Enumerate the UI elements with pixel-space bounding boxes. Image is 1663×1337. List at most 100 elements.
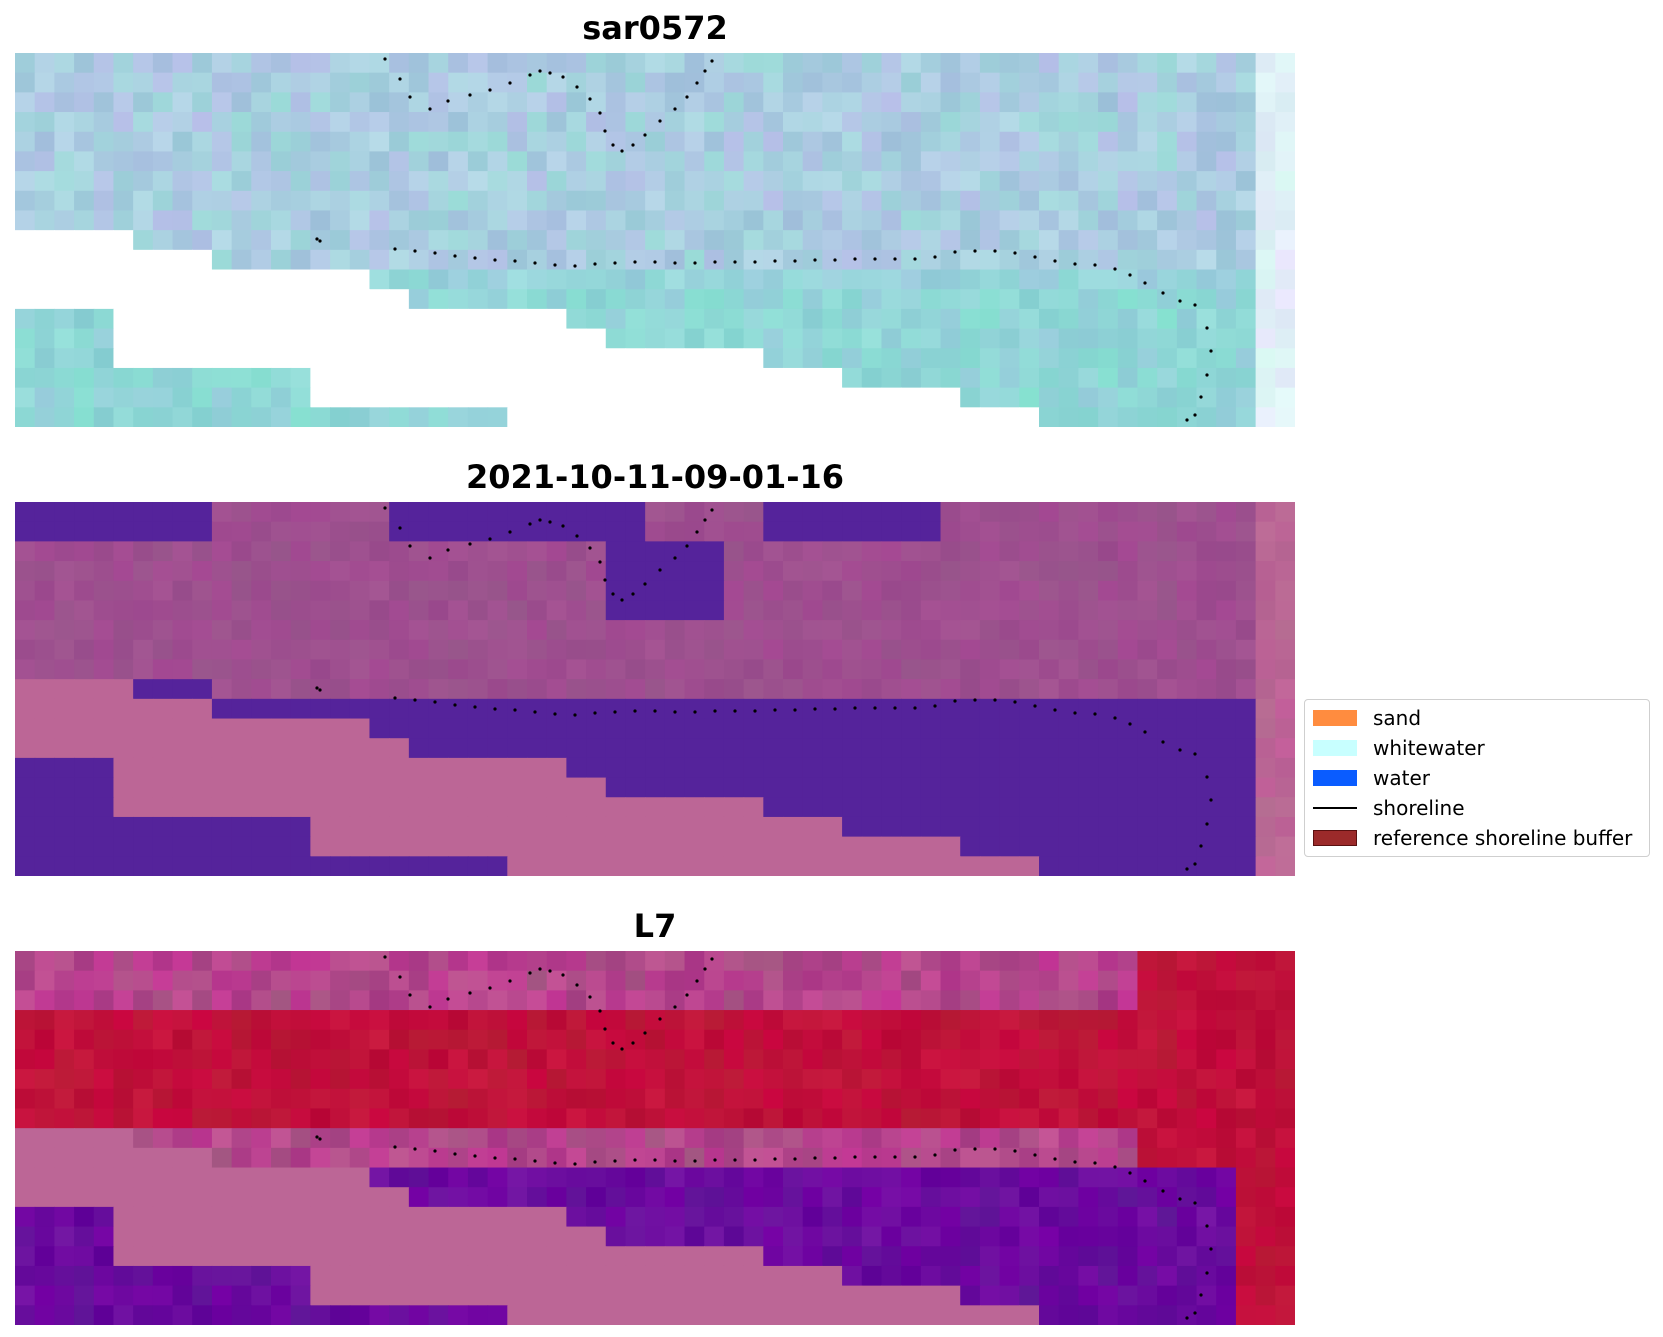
legend-swatch-reference-shoreline-buffer xyxy=(1313,830,1357,846)
shoreline-point xyxy=(703,518,707,522)
shoreline-point xyxy=(1033,255,1037,259)
shoreline-point xyxy=(513,1157,517,1161)
shoreline-point xyxy=(1143,730,1147,734)
shoreline-point xyxy=(710,508,714,512)
shoreline-point xyxy=(620,598,624,602)
shoreline-point xyxy=(873,706,877,710)
shoreline-point xyxy=(593,262,597,266)
shoreline-point xyxy=(468,991,472,995)
shoreline-point xyxy=(893,257,897,261)
shoreline-point xyxy=(993,249,997,253)
shoreline-point xyxy=(408,95,412,99)
shoreline-point xyxy=(713,1158,717,1162)
legend-item-reference-shoreline-buffer: reference shoreline buffer xyxy=(1313,825,1632,851)
l7-image-raster xyxy=(15,951,1295,1325)
shoreline-point xyxy=(620,1047,624,1051)
shoreline-point xyxy=(383,506,387,510)
shoreline-point xyxy=(413,698,417,702)
shoreline-point xyxy=(513,708,517,712)
shoreline-point xyxy=(493,258,497,262)
shoreline-point xyxy=(673,1005,677,1009)
shoreline-point xyxy=(953,699,957,703)
shoreline-point xyxy=(383,57,387,61)
shoreline-point xyxy=(733,709,737,713)
shoreline-point xyxy=(488,986,492,990)
legend-swatch-water xyxy=(1313,770,1357,786)
shoreline-point xyxy=(473,705,477,709)
shoreline-point xyxy=(620,149,624,153)
shoreline-point xyxy=(1205,326,1209,330)
shoreline-point xyxy=(1205,373,1209,377)
legend-item-whitewater: whitewater xyxy=(1313,735,1485,761)
legend-swatch-whitewater xyxy=(1313,740,1357,756)
shoreline-point xyxy=(631,143,635,147)
shoreline-point xyxy=(573,1162,577,1166)
shoreline-point xyxy=(428,107,432,111)
shoreline-point xyxy=(488,537,492,541)
shoreline-point xyxy=(453,254,457,258)
shoreline-point xyxy=(1178,748,1182,752)
shoreline-point xyxy=(318,688,322,692)
shoreline-point xyxy=(685,993,689,997)
shoreline-point xyxy=(598,1009,602,1013)
shoreline-point xyxy=(1193,303,1197,307)
shoreline-point xyxy=(1161,1189,1165,1193)
shoreline-point xyxy=(1161,291,1165,295)
shoreline-point xyxy=(893,706,897,710)
shoreline-point xyxy=(513,259,517,263)
shoreline-point xyxy=(873,1155,877,1159)
shoreline-point xyxy=(793,1157,797,1161)
shoreline-point xyxy=(953,250,957,254)
shoreline-point xyxy=(428,556,432,560)
shoreline-point xyxy=(1178,299,1182,303)
shoreline-point xyxy=(1143,1179,1147,1183)
shoreline-point xyxy=(733,260,737,264)
legend-item-water: water xyxy=(1313,765,1430,791)
legend-item-shoreline: shoreline xyxy=(1313,795,1465,821)
shoreline-point xyxy=(673,710,677,714)
shoreline-point xyxy=(833,1156,837,1160)
shoreline-point xyxy=(1193,1201,1197,1205)
shoreline-point xyxy=(1193,413,1197,417)
shoreline-point xyxy=(573,264,577,268)
shoreline-point xyxy=(1013,700,1017,704)
shoreline-point xyxy=(488,88,492,92)
shoreline-point xyxy=(813,707,817,711)
shoreline-point xyxy=(773,708,777,712)
shoreline-point xyxy=(528,522,532,526)
shoreline-point xyxy=(685,95,689,99)
shoreline-point xyxy=(393,696,397,700)
shoreline-point xyxy=(473,256,477,260)
shoreline-point xyxy=(1073,262,1077,266)
shoreline-dots xyxy=(315,57,1213,422)
shoreline-point xyxy=(603,1027,607,1031)
shoreline-point xyxy=(853,1155,857,1159)
shoreline-point xyxy=(1143,281,1147,285)
panel-title: sar0572 xyxy=(582,9,728,47)
shoreline-point xyxy=(1209,1247,1213,1251)
shoreline-point xyxy=(1073,1160,1077,1164)
shoreline-point xyxy=(1185,867,1189,871)
shoreline-point xyxy=(1128,722,1132,726)
shoreline-point xyxy=(428,1005,432,1009)
shoreline-point xyxy=(446,997,450,1001)
shoreline-point xyxy=(598,560,602,564)
shoreline-point xyxy=(561,524,565,528)
shoreline-point xyxy=(398,77,402,81)
shoreline-dots xyxy=(315,506,1213,871)
shoreline-point xyxy=(893,1155,897,1159)
shoreline-point xyxy=(573,713,577,717)
classified-image-raster xyxy=(15,502,1295,876)
shoreline-point xyxy=(553,263,557,267)
legend-label: shoreline xyxy=(1373,796,1465,820)
shoreline-point xyxy=(673,261,677,265)
shoreline-point xyxy=(453,703,457,707)
shoreline-point xyxy=(593,1160,597,1164)
shoreline-point xyxy=(408,993,412,997)
shoreline-point xyxy=(588,995,592,999)
shoreline-point xyxy=(553,1161,557,1165)
shoreline-point xyxy=(1128,1171,1132,1175)
shoreline-point xyxy=(673,1159,677,1163)
shoreline-point xyxy=(538,518,542,522)
shoreline-point xyxy=(318,239,322,243)
